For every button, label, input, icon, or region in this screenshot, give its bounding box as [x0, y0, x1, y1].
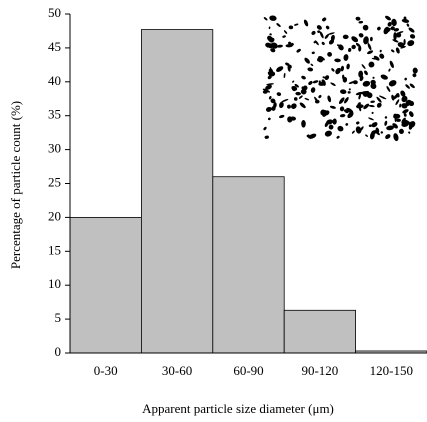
x-tick-label: 30-60 [162, 363, 192, 378]
particle [301, 120, 306, 128]
y-tick-label: 0 [55, 344, 62, 359]
y-tick-label: 25 [48, 174, 61, 189]
y-tick-label: 45 [48, 39, 61, 54]
y-tick-label: 5 [55, 310, 62, 325]
y-tick-label: 15 [48, 242, 61, 257]
x-tick-label: 0-30 [94, 363, 118, 378]
y-tick-label: 50 [48, 5, 61, 20]
y-tick-label: 30 [48, 141, 61, 156]
x-tick-label: 120-150 [370, 363, 413, 378]
chart: Apparent particle size diameter (μm) Per… [0, 0, 427, 422]
particle [329, 125, 334, 130]
bar [284, 310, 355, 353]
y-tick-label: 20 [48, 208, 61, 223]
x-tick-label: 60-90 [233, 363, 263, 378]
bar [213, 177, 284, 353]
x-tick-label: 90-120 [301, 363, 338, 378]
bar [70, 217, 141, 353]
y-axis-title: Percentage of particle count (%) [8, 101, 23, 269]
y-tick-label: 35 [48, 107, 61, 122]
y-tick-label: 40 [48, 73, 61, 88]
x-axis-title: Apparent particle size diameter (μm) [142, 401, 334, 416]
bar [141, 30, 212, 353]
y-tick-label: 10 [48, 276, 61, 291]
